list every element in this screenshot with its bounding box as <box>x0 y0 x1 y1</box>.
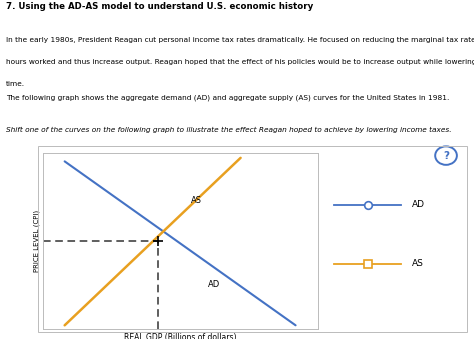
Text: AS: AS <box>411 259 423 268</box>
Y-axis label: PRICE LEVEL (CPI): PRICE LEVEL (CPI) <box>33 210 40 272</box>
Text: In the early 1980s, President Reagan cut personal income tax rates dramatically.: In the early 1980s, President Reagan cut… <box>6 37 474 43</box>
X-axis label: REAL GDP (Billions of dollars): REAL GDP (Billions of dollars) <box>124 333 237 339</box>
Text: 7. Using the AD-AS model to understand U.S. economic history: 7. Using the AD-AS model to understand U… <box>6 1 313 11</box>
Text: ?: ? <box>443 151 449 161</box>
Text: hours worked and thus increase output. Reagan hoped that the effect of his polic: hours worked and thus increase output. R… <box>6 59 474 65</box>
Text: Shift one of the curves on the following graph to illustrate the effect Reagan h: Shift one of the curves on the following… <box>6 126 451 133</box>
Text: The following graph shows the aggregate demand (AD) and aggregate supply (AS) cu: The following graph shows the aggregate … <box>6 95 449 101</box>
Text: AS: AS <box>191 196 202 205</box>
Text: AD: AD <box>208 280 220 289</box>
Text: AD: AD <box>411 200 424 209</box>
Text: time.: time. <box>6 81 25 87</box>
